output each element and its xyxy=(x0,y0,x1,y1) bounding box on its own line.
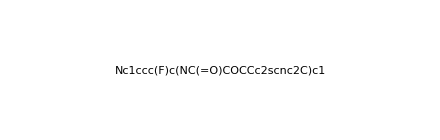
Text: Nc1ccc(F)c(NC(=O)COCCc2scnc2C)c1: Nc1ccc(F)c(NC(=O)COCCc2scnc2C)c1 xyxy=(114,65,326,75)
